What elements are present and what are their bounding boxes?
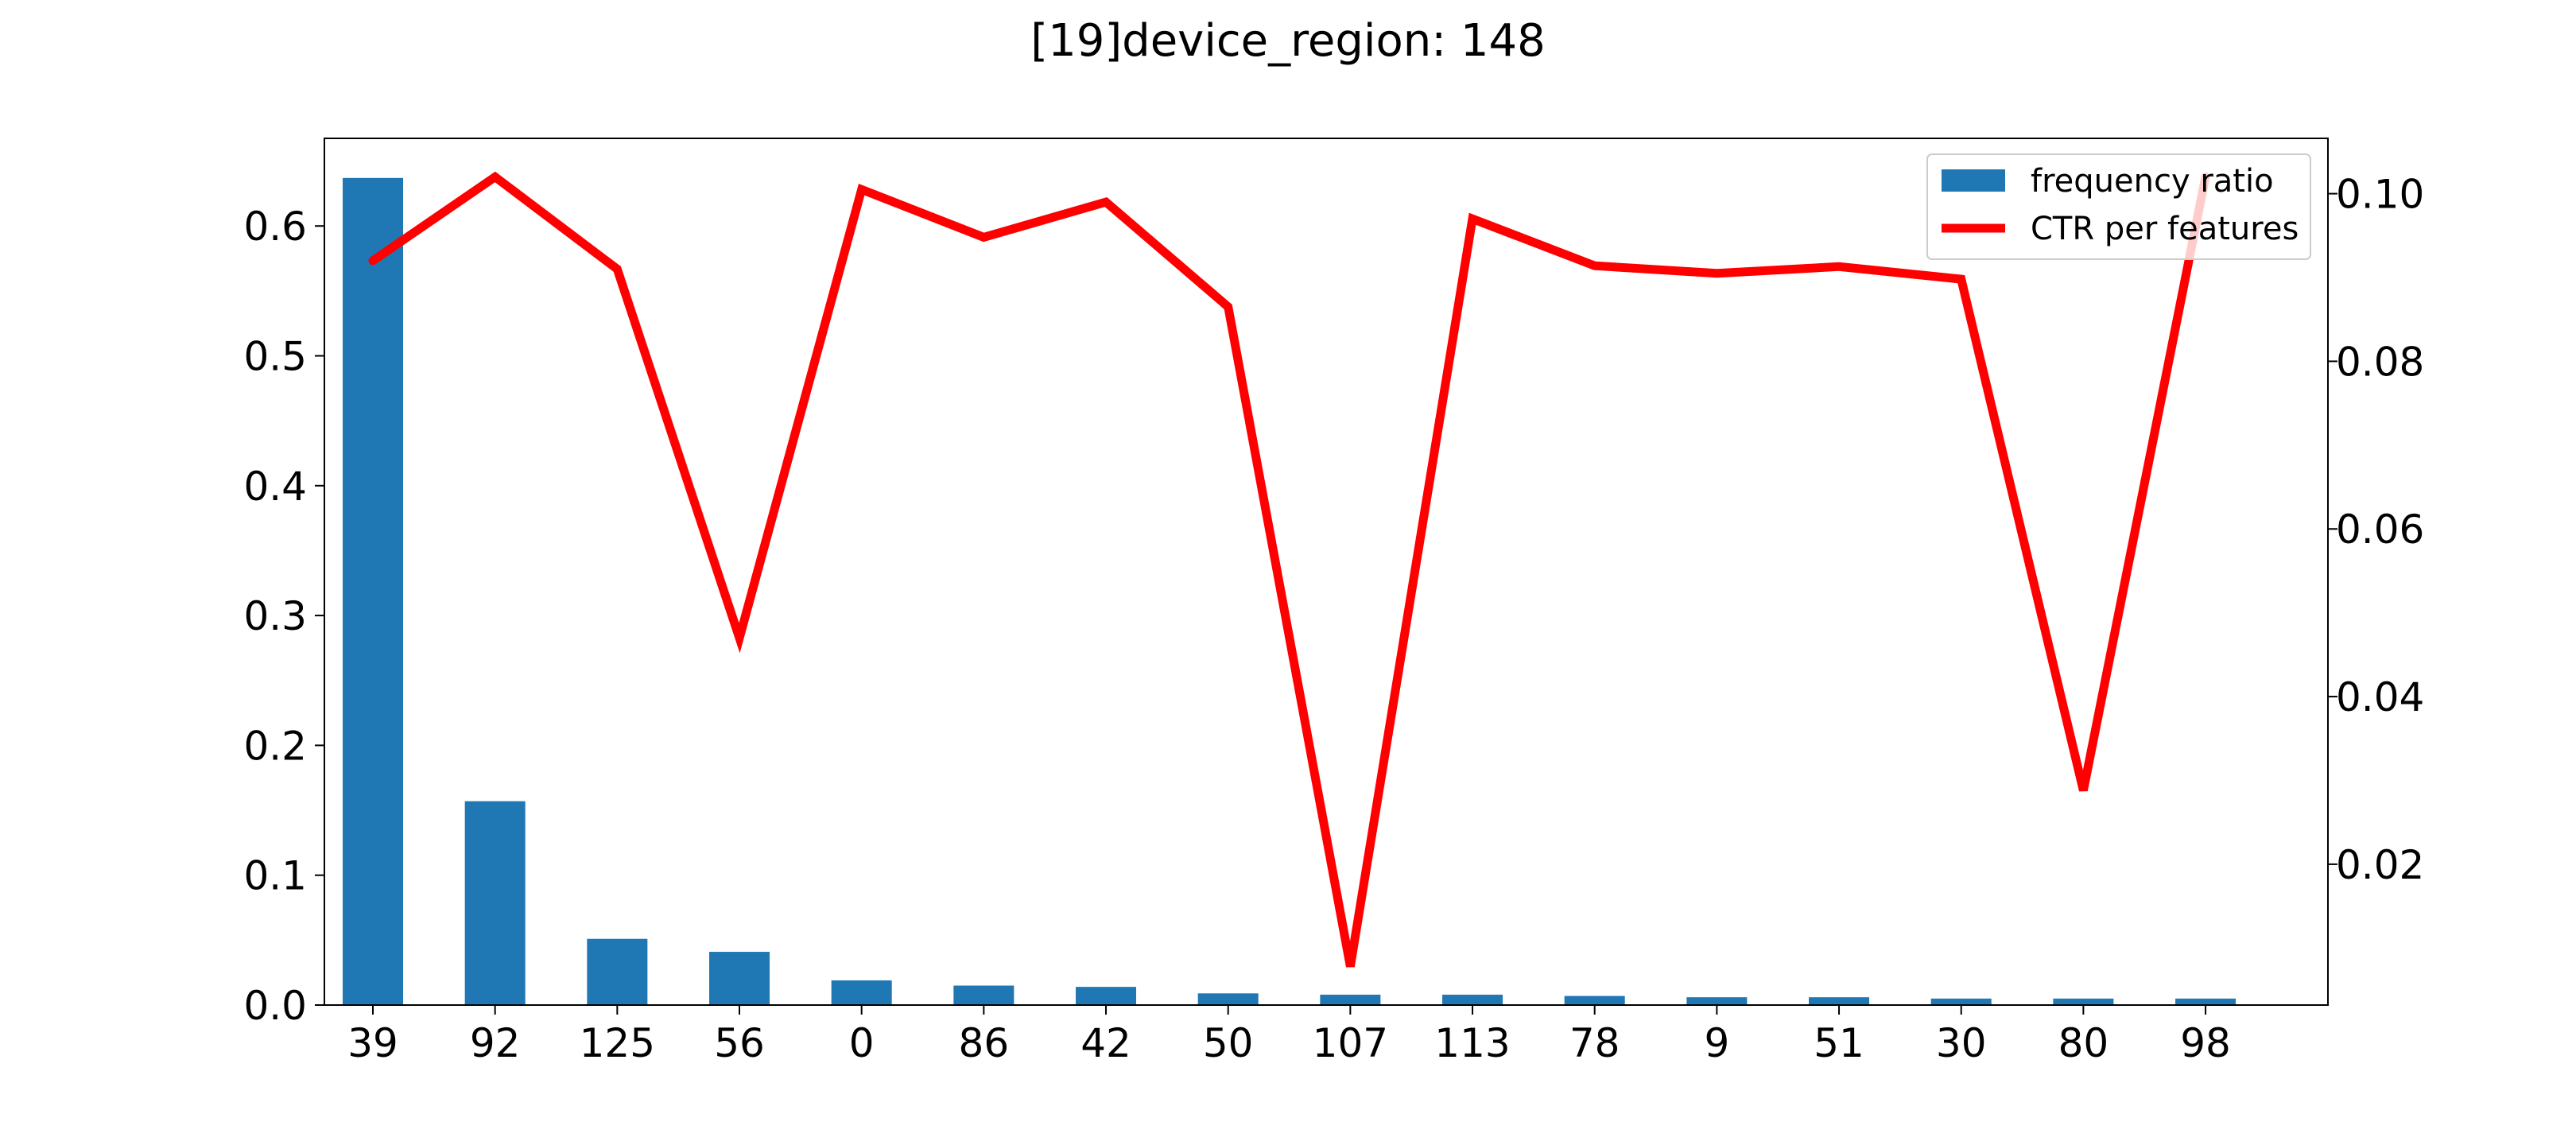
x-tick-label: 9 (1704, 1020, 1729, 1066)
left-tick-label: 0.1 (243, 853, 307, 899)
right-tick-label: 0.08 (2336, 339, 2424, 385)
bar-98 (2175, 998, 2237, 1005)
x-tick-label: 51 (1814, 1020, 1864, 1066)
bar-39 (343, 177, 403, 1006)
right-tick-label: 0.06 (2336, 507, 2424, 553)
x-tick-label: 50 (1203, 1020, 1254, 1066)
bar-51 (1809, 997, 1870, 1005)
bar-86 (953, 985, 1014, 1005)
ctr-point-51 (1838, 266, 1841, 268)
x-tick-label: 98 (2180, 1020, 2231, 1066)
ctr-point-30 (1960, 278, 1962, 281)
legend-label-ctr: CTR per features (2031, 211, 2299, 247)
x-tick-label: 86 (959, 1020, 1010, 1066)
right-tick-label: 0.04 (2336, 674, 2424, 720)
left-tick-label: 0.5 (243, 334, 307, 380)
bar-42 (1076, 987, 1137, 1005)
ctr-point-0 (860, 188, 863, 191)
x-tick-label: 0 (849, 1020, 875, 1066)
bars-layer (343, 177, 2237, 1006)
x-tick-label: 78 (1569, 1020, 1620, 1066)
bar-0 (831, 980, 892, 1005)
x-tick-label: 42 (1080, 1020, 1131, 1066)
ctr-point-9 (1716, 272, 1718, 274)
ctr-point-125 (616, 268, 619, 270)
bar-78 (1564, 996, 1625, 1005)
left-tick-label: 0.4 (243, 464, 307, 510)
x-tick-label: 92 (470, 1020, 521, 1066)
plot-frame (324, 138, 2329, 1006)
ctr-point-42 (1105, 201, 1108, 204)
ctr-point-113 (1472, 218, 1474, 220)
right-tick-label: 0.10 (2336, 172, 2424, 218)
bar-113 (1442, 994, 1503, 1005)
legend-box (1926, 153, 2311, 260)
right-tick-label: 0.02 (2336, 842, 2424, 888)
chart-title: [19]device_region: 148 (1030, 15, 1546, 67)
bar-92 (464, 801, 526, 1005)
x-axis: 39 92 125 56 0 86 42 50 107 113 78 9 51 30 80 98 (347, 1005, 2231, 1066)
legend: frequency ratio CTR per features (1926, 153, 2311, 260)
x-tick-label: 107 (1313, 1020, 1388, 1066)
x-tick-label: 30 (1936, 1020, 1987, 1066)
left-tick-label: 0.3 (243, 593, 307, 639)
bar-9 (1686, 997, 1748, 1005)
bar-80 (2053, 998, 2114, 1005)
ctr-point-78 (1593, 265, 1596, 267)
x-tick-label: 113 (1434, 1020, 1510, 1066)
ctr-point-92 (494, 176, 496, 178)
ctr-point-56 (739, 637, 741, 639)
x-tick-label: 125 (580, 1020, 655, 1066)
bar-107 (1320, 994, 1381, 1005)
x-tick-label: 39 (347, 1020, 398, 1066)
legend-label-frequency-ratio: frequency ratio (2031, 163, 2274, 200)
bar-125 (587, 938, 648, 1005)
ctr-point-39 (372, 259, 374, 262)
bar-56 (709, 952, 770, 1005)
ctr-line (368, 171, 2210, 968)
bar-50 (1197, 993, 1259, 1005)
ctr-point-107 (1349, 965, 1352, 968)
x-tick-label: 80 (2058, 1020, 2109, 1066)
ctr-line-layer (368, 171, 2210, 968)
ctr-point-50 (1227, 305, 1229, 308)
left-tick-label: 0.2 (243, 723, 307, 769)
left-tick-label: 0.6 (243, 204, 307, 250)
x-tick-label: 56 (714, 1020, 765, 1066)
legend-swatch-frequency-ratio (1942, 169, 2005, 192)
ctr-point-80 (2082, 790, 2085, 792)
left-tick-label: 0.0 (243, 983, 307, 1029)
right-y-axis: 0.02 0.04 0.06 0.08 0.10 (2328, 172, 2424, 888)
ctr-point-86 (983, 236, 985, 239)
left-y-axis: 0.0 0.1 0.2 0.3 0.4 0.5 0.6 (243, 204, 324, 1029)
bar-30 (1930, 998, 1992, 1005)
